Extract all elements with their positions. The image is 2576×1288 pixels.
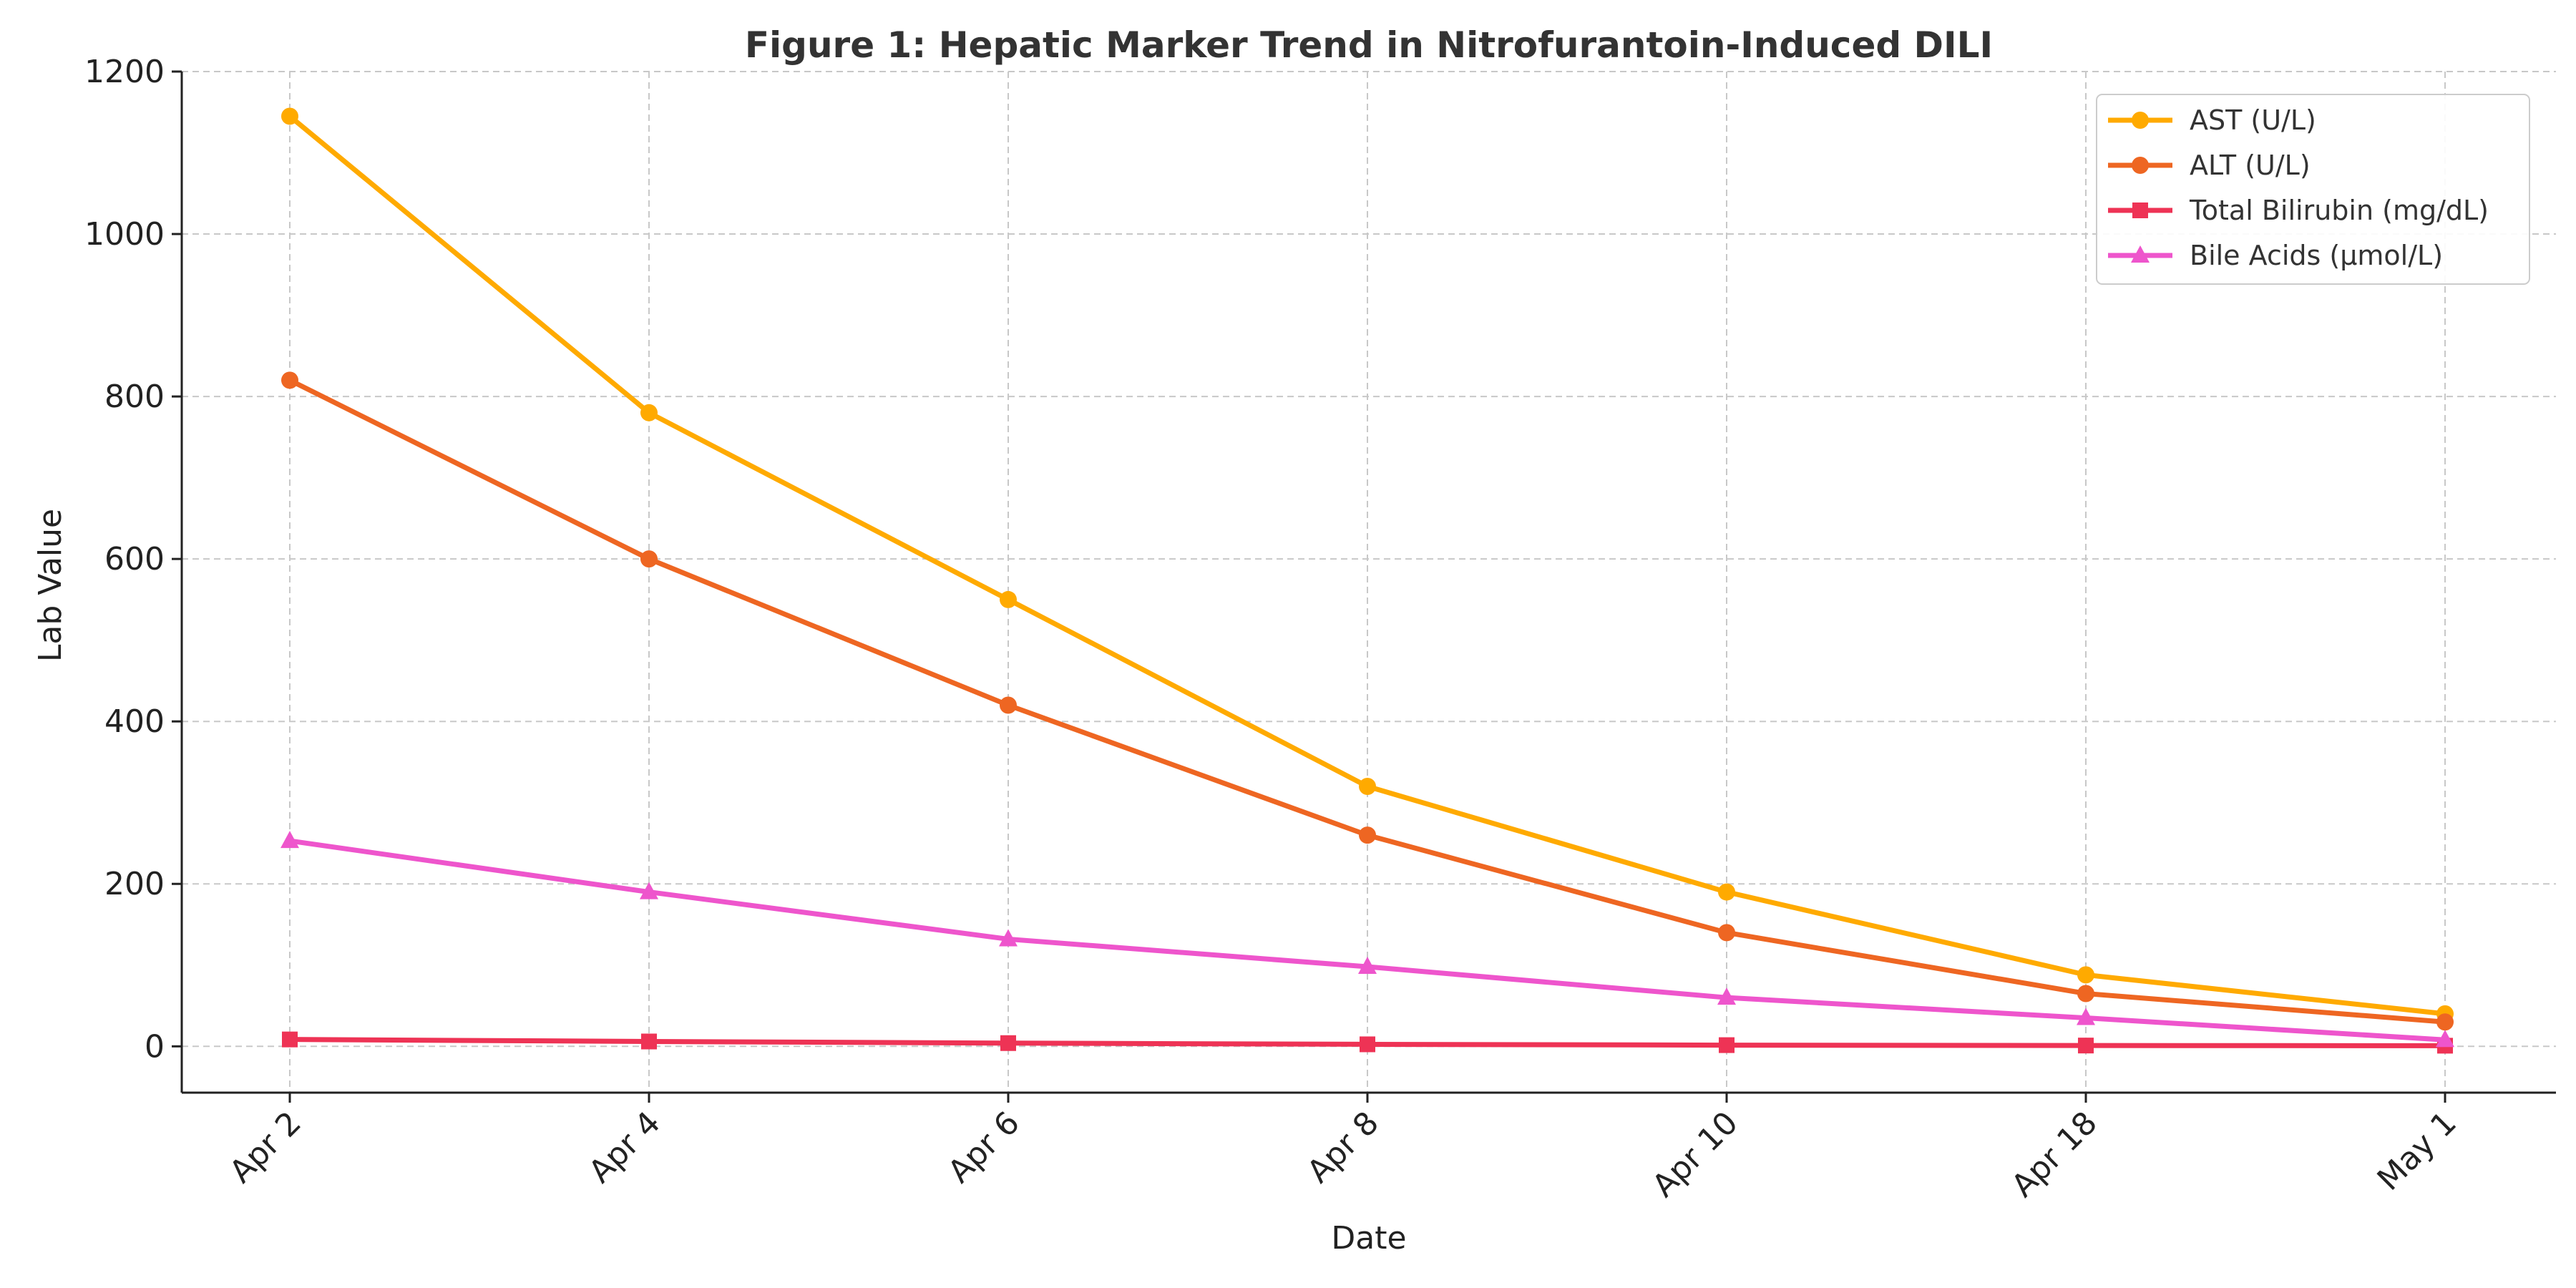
data-point bbox=[282, 1031, 298, 1048]
data-point bbox=[641, 1033, 657, 1050]
data-point bbox=[1718, 883, 1735, 901]
x-tick-label: Apr 18 bbox=[2004, 1105, 2104, 1204]
legend-box bbox=[2096, 94, 2530, 285]
legend-label: Bile Acids (μmol/L) bbox=[2190, 240, 2443, 271]
data-point bbox=[1000, 1035, 1016, 1051]
data-point bbox=[2077, 1008, 2095, 1025]
data-point bbox=[281, 107, 298, 125]
x-tick-label: Apr 6 bbox=[941, 1105, 1027, 1191]
data-point bbox=[2077, 985, 2094, 1002]
data-point bbox=[281, 371, 298, 389]
y-tick-label: 600 bbox=[104, 541, 165, 577]
legend-marker bbox=[2132, 112, 2149, 129]
series bbox=[280, 107, 2454, 1054]
data-point bbox=[2436, 1013, 2454, 1031]
x-tick-label: Apr 8 bbox=[1300, 1105, 1386, 1191]
legend-item: ALT (U/L) bbox=[2108, 150, 2311, 181]
legend-marker bbox=[2132, 157, 2149, 174]
data-point bbox=[1360, 1036, 1375, 1053]
legend-label: ALT (U/L) bbox=[2190, 150, 2311, 181]
data-point bbox=[2078, 1038, 2094, 1054]
series-2 bbox=[281, 371, 2454, 1031]
data-point bbox=[2077, 966, 2094, 984]
series-4 bbox=[280, 831, 2454, 1048]
x-tick-label: Apr 10 bbox=[1645, 1105, 1745, 1204]
grid bbox=[182, 71, 2556, 1093]
data-point bbox=[640, 404, 658, 421]
x-axis-label: Date bbox=[1331, 1220, 1406, 1257]
y-tick-label: 400 bbox=[104, 703, 165, 740]
series-1 bbox=[281, 107, 2454, 1023]
x-tick-label: Apr 2 bbox=[223, 1105, 308, 1191]
legend-label: Total Bilirubin (mg/dL) bbox=[2189, 195, 2489, 226]
legend-item: AST (U/L) bbox=[2108, 104, 2316, 136]
data-point bbox=[999, 929, 1018, 947]
data-point bbox=[1359, 826, 1376, 844]
y-tick-label: 800 bbox=[104, 379, 165, 415]
legend-label: AST (U/L) bbox=[2190, 104, 2316, 136]
data-point bbox=[280, 831, 299, 849]
data-point bbox=[1718, 924, 1735, 942]
y-tick-label: 1000 bbox=[84, 216, 165, 253]
legend-item: Total Bilirubin (mg/dL) bbox=[2108, 195, 2489, 226]
data-point bbox=[1358, 957, 1377, 975]
data-point bbox=[1719, 1037, 1735, 1053]
data-point bbox=[640, 882, 658, 899]
data-point bbox=[1000, 590, 1017, 608]
legend: AST (U/L) ALT (U/L) Total Bilirubin (mg/dL… bbox=[2096, 94, 2530, 285]
data-point bbox=[1359, 778, 1376, 796]
y-tick-label: 0 bbox=[145, 1028, 165, 1065]
data-point bbox=[1000, 696, 1017, 714]
data-point bbox=[1717, 987, 1736, 1005]
legend-item: Bile Acids (μmol/L) bbox=[2108, 240, 2443, 271]
y-axis-label: Lab Value bbox=[32, 509, 69, 662]
x-tick-label: May 1 bbox=[2371, 1105, 2464, 1198]
data-point bbox=[2436, 1030, 2454, 1048]
series-3 bbox=[282, 1031, 2453, 1054]
legend-marker bbox=[2132, 203, 2148, 218]
chart-title: Figure 1: Hepatic Marker Trend in Nitrof… bbox=[745, 24, 1993, 66]
y-tick-label: 1200 bbox=[84, 54, 165, 90]
x-tick-label: Apr 4 bbox=[582, 1105, 668, 1191]
y-tick-label: 200 bbox=[104, 866, 165, 902]
axes bbox=[180, 72, 2556, 1094]
data-point bbox=[640, 550, 658, 568]
legend-marker bbox=[2131, 245, 2150, 263]
